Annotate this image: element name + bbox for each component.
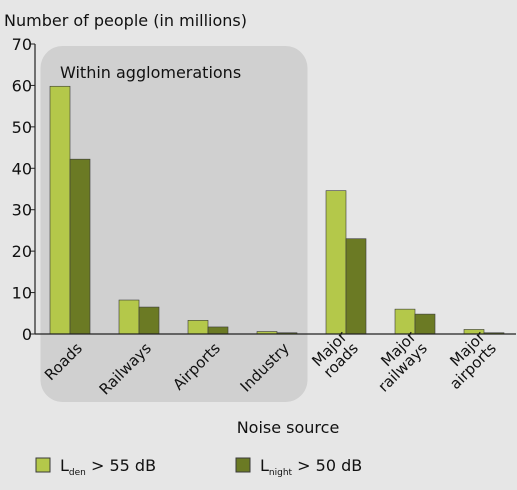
y-axis-ticks: 0 10 20 30 40 50 60 70 [12,35,35,344]
bar [138,306,160,335]
bar [187,320,209,335]
y-tick-label: 50 [12,118,32,137]
bar [118,299,140,335]
y-tick-label: 40 [12,159,32,178]
agglomeration-label: Within agglomerations [60,63,241,82]
y-tick-label: 60 [12,76,32,95]
y-tick-label: 20 [12,242,32,261]
legend: Lden > 55 dB Lnight > 50 dB [35,456,362,478]
y-tick-label: 30 [12,201,32,220]
y-tick-label: 70 [12,35,32,54]
legend-label-rest: > 55 dB [86,456,156,475]
y-tick-label: 0 [22,325,32,344]
bar [49,85,71,335]
bar [69,158,91,335]
legend-swatch [235,457,251,473]
x-tick-label-text: Majorroads [308,327,362,381]
legend-swatch [35,457,51,473]
legend-label-sub: den [69,468,86,478]
legend-label-sub: night [269,468,293,478]
x-tick-label-text: Majorrailways [363,327,431,395]
legend-label-base: L [60,456,69,475]
legend-label: Lnight > 50 dB [260,456,362,478]
bar [207,326,229,335]
legend-label-rest: > 50 dB [292,456,362,475]
legend-label-base: L [260,456,269,475]
bar [414,313,436,335]
agglomeration-region [40,46,308,402]
bar [325,190,347,335]
y-axis-title: Number of people (in millions) [4,11,247,30]
x-tick-label-text: Majorairports [435,327,501,393]
legend-label: Lden > 55 dB [60,456,156,478]
x-tick-label: Majorrailways [363,327,431,395]
y-tick-label: 10 [12,284,32,303]
x-axis-title: Noise source [237,418,340,437]
bar [345,238,367,335]
x-tick-label: Majorroads [308,327,362,381]
x-tick-label: Majorairports [435,327,501,393]
